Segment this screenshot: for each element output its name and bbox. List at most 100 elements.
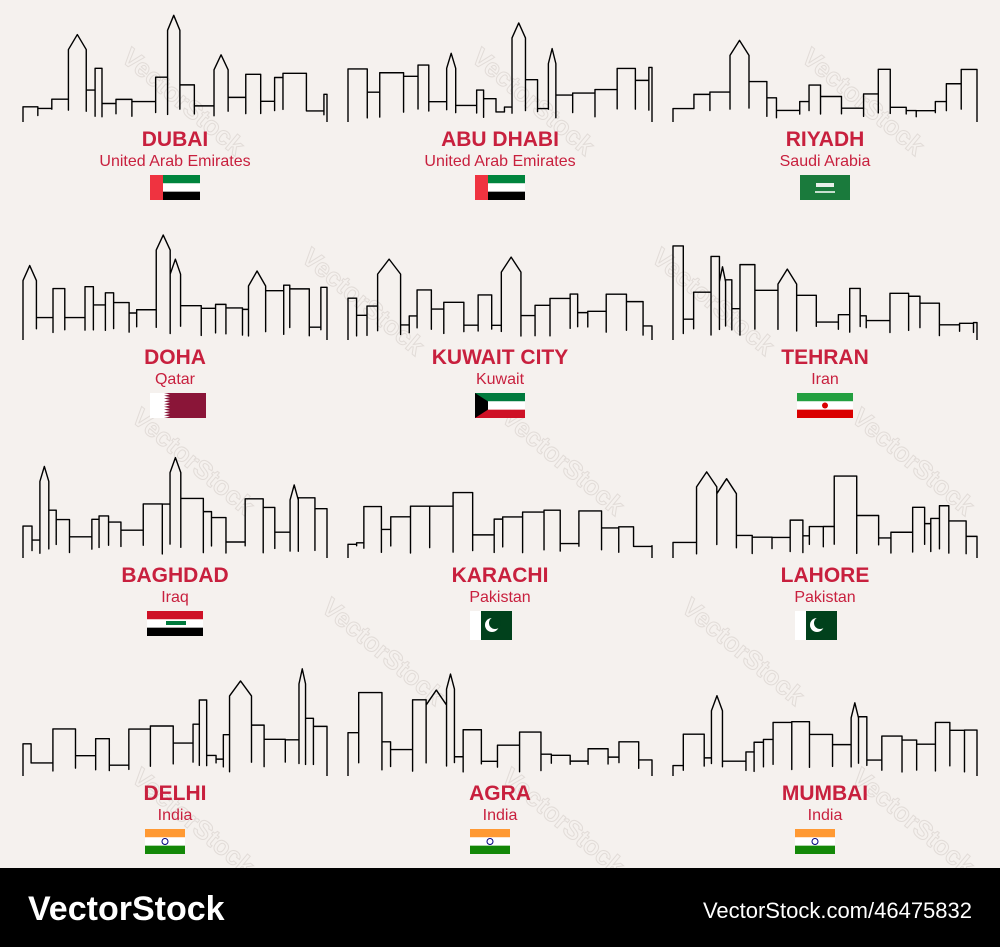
city-cell: AGRA India — [347, 673, 653, 854]
flag-part — [147, 627, 203, 636]
skyline — [672, 695, 978, 776]
footer-bar — [0, 868, 1000, 947]
flag-part — [475, 191, 525, 200]
flag-part — [470, 845, 510, 854]
flag-part — [475, 175, 488, 200]
flag-part — [166, 621, 186, 625]
country-name: Pakistan — [794, 589, 855, 606]
skyline — [672, 39, 978, 122]
country-name: Iraq — [161, 589, 189, 606]
country-name: Kuwait — [476, 371, 525, 388]
country-name: Saudi Arabia — [780, 153, 871, 170]
city-cell: RIYADH Saudi Arabia — [672, 39, 978, 200]
flag-part — [145, 837, 185, 846]
flag-part — [816, 183, 834, 187]
country-name: India — [158, 807, 193, 824]
city-cell: KARACHI Pakistan — [347, 491, 653, 640]
city-name: RIYADH — [786, 128, 865, 151]
flag-part — [486, 838, 494, 845]
city-name: KARACHI — [452, 564, 549, 587]
flag — [150, 175, 200, 200]
country-name: United Arab Emirates — [424, 153, 575, 170]
flag — [145, 829, 185, 854]
flag-part — [150, 175, 163, 200]
flag-part — [150, 393, 164, 418]
skyline — [347, 22, 653, 122]
skyline — [672, 471, 978, 558]
city-name: TEHRAN — [781, 346, 869, 369]
flag-part — [795, 837, 835, 846]
city-name: ABU DHABI — [441, 128, 559, 151]
flag-part — [475, 409, 525, 418]
flag-part — [800, 175, 850, 200]
city-cell: BAGHDAD Iraq — [22, 456, 328, 636]
city-cell: TEHRAN Iran — [672, 245, 978, 418]
flag-part — [145, 829, 185, 838]
skyline — [22, 668, 328, 776]
city-name: BAGHDAD — [121, 564, 228, 587]
city-name: DUBAI — [142, 128, 209, 151]
flag-part — [161, 838, 169, 845]
city-name: DOHA — [144, 346, 206, 369]
skyline — [22, 234, 328, 340]
skyline — [347, 673, 653, 776]
city-name: AGRA — [469, 782, 531, 805]
flag — [470, 611, 512, 640]
flag-part — [150, 183, 200, 192]
city-cell: DELHI India — [22, 668, 328, 854]
flag — [800, 175, 850, 200]
flag-part — [470, 611, 481, 640]
city-grid: DUBAI United Arab Emirates ABU DHABI United… — [22, 14, 978, 854]
flag-part — [475, 401, 525, 410]
country-name: Pakistan — [469, 589, 530, 606]
flag-part — [150, 191, 200, 200]
flag-part — [822, 402, 828, 409]
flag-part — [797, 409, 853, 418]
flag — [795, 829, 835, 854]
country-name: Qatar — [155, 371, 196, 388]
flag-part — [475, 393, 488, 418]
flag — [150, 393, 206, 418]
city-name: LAHORE — [781, 564, 870, 587]
skyline — [22, 14, 328, 122]
flag — [797, 393, 853, 418]
footer-brand: VectorStock — [28, 890, 225, 928]
flag-part — [489, 617, 501, 629]
flag-part — [795, 829, 835, 838]
city-cell: KUWAIT CITY Kuwait — [347, 256, 653, 418]
flag-part — [145, 845, 185, 854]
flag-part — [475, 393, 525, 402]
country-name: India — [808, 807, 843, 824]
flag-part — [814, 617, 826, 629]
flag-part — [475, 175, 525, 184]
flag-part — [150, 175, 200, 184]
flag-part — [797, 393, 853, 402]
city-name: DELHI — [144, 782, 207, 805]
flag-part — [470, 829, 510, 838]
skyline — [347, 491, 653, 558]
flag — [795, 611, 837, 640]
flag-part — [470, 837, 510, 846]
flag — [475, 393, 525, 418]
flag-part — [164, 393, 170, 418]
city-cell: DUBAI United Arab Emirates — [22, 14, 328, 200]
city-cell: LAHORE Pakistan — [672, 471, 978, 640]
skyline — [672, 245, 978, 340]
flag-part — [475, 183, 525, 192]
skyline — [22, 456, 328, 558]
city-cell: DOHA Qatar — [22, 234, 328, 418]
city-name: MUMBAI — [782, 782, 868, 805]
city-cell: MUMBAI India — [672, 695, 978, 854]
flag-part — [147, 611, 203, 620]
city-cell: ABU DHABI United Arab Emirates — [347, 22, 653, 200]
flag-part — [795, 611, 806, 640]
country-name: India — [483, 807, 518, 824]
country-name: United Arab Emirates — [99, 153, 250, 170]
flag-part — [795, 845, 835, 854]
flag — [475, 175, 525, 200]
flag-part — [811, 838, 819, 845]
city-name: KUWAIT CITY — [432, 346, 569, 369]
